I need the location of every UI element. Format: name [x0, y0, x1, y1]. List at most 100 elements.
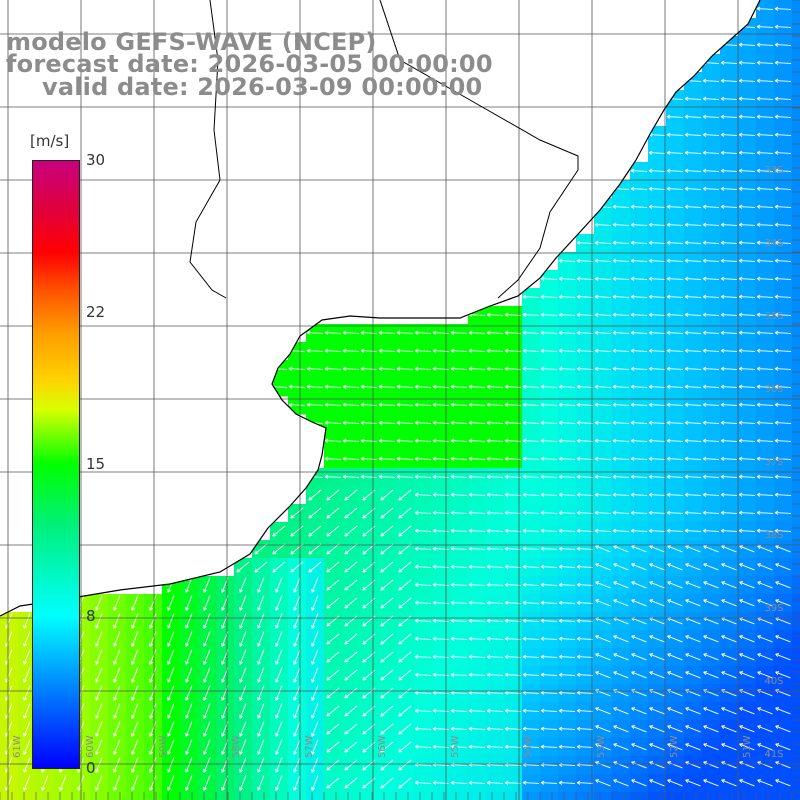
wind-speed-cell	[792, 558, 800, 577]
wind-arrow	[398, 597, 412, 609]
wind-speed-cell	[576, 792, 595, 800]
wind-arrow	[684, 96, 702, 101]
wind-arrow	[344, 579, 358, 591]
wind-arrow	[721, 545, 737, 553]
wind-arrow	[756, 258, 774, 263]
wind-arrow	[131, 775, 139, 791]
wind-arrow	[684, 474, 702, 479]
wind-arrow	[703, 545, 719, 553]
wind-arrow	[774, 330, 792, 335]
wind-arrow	[756, 42, 774, 47]
wind-arrow	[396, 456, 414, 461]
wind-speed-cell	[36, 792, 55, 800]
wind-arrow	[396, 366, 414, 371]
wind-arrow	[486, 528, 504, 533]
wind-arrow	[595, 545, 611, 553]
wind-arrow	[326, 741, 340, 753]
wind-arrow	[667, 725, 683, 733]
wind-arrow	[486, 726, 504, 731]
wind-arrow	[308, 525, 322, 537]
wind-arrow	[774, 6, 792, 11]
wind-arrow	[257, 631, 265, 647]
wind-arrow	[649, 779, 665, 787]
wind-arrow	[721, 599, 737, 607]
wind-arrow	[342, 384, 360, 389]
wind-arrow	[185, 667, 193, 683]
colorbar-unit: [m/s]	[30, 132, 70, 150]
wind-arrow	[239, 595, 247, 611]
wind-arrow	[667, 653, 683, 661]
wind-arrow	[522, 744, 540, 749]
wind-arrow	[738, 204, 756, 209]
wind-arrow	[631, 599, 647, 607]
wind-arrow	[398, 633, 412, 645]
wind-speed-cell	[792, 234, 800, 253]
wind-arrow	[612, 456, 630, 461]
wind-arrow	[522, 366, 540, 371]
wind-speed-cell	[720, 792, 739, 800]
wind-arrow	[738, 402, 756, 407]
wind-arrow	[612, 348, 630, 353]
wind-arrow	[378, 474, 396, 479]
wind-arrow	[666, 222, 684, 227]
wind-arrow	[504, 780, 522, 785]
wind-arrow	[774, 492, 792, 497]
wind-arrow	[257, 775, 265, 791]
wind-arrow	[576, 294, 594, 299]
wind-arrow	[558, 384, 576, 389]
wind-arrow	[649, 581, 665, 589]
wind-arrow	[275, 577, 283, 593]
wind-arrow	[113, 613, 121, 629]
wind-speed-cell	[792, 414, 800, 433]
wind-arrow	[558, 708, 576, 713]
wind-arrow	[738, 276, 756, 281]
wind-arrow	[450, 348, 468, 353]
wind-arrow	[703, 725, 719, 733]
wind-arrow	[167, 703, 175, 719]
wind-arrow	[630, 402, 648, 407]
wind-arrow	[774, 186, 792, 191]
wind-arrow	[486, 636, 504, 641]
wind-arrow	[558, 276, 576, 281]
wind-arrow	[450, 402, 468, 407]
wind-arrow	[311, 595, 319, 611]
wind-arrow	[756, 132, 774, 137]
wind-arrow	[684, 348, 702, 353]
wind-arrow	[131, 703, 139, 719]
wind-arrow	[702, 276, 720, 281]
wind-arrow	[450, 636, 468, 641]
wind-arrow	[648, 258, 666, 263]
wind-arrow	[326, 669, 340, 681]
wind-arrow	[398, 777, 412, 789]
wind-arrow	[23, 739, 31, 755]
wind-arrow	[756, 114, 774, 119]
wind-arrow	[342, 456, 360, 461]
wind-arrow	[239, 721, 247, 737]
wind-arrow	[595, 635, 611, 643]
wind-arrow	[131, 649, 139, 665]
wind-arrow	[774, 78, 792, 83]
wind-arrow	[522, 618, 540, 623]
wind-speed-cell	[792, 486, 800, 505]
wind-arrow	[486, 474, 504, 479]
wind-arrow	[612, 276, 630, 281]
wind-arrow	[594, 240, 612, 245]
wind-arrow	[594, 276, 612, 281]
wind-arrow	[324, 384, 342, 389]
wind-arrow	[311, 775, 319, 791]
wind-arrow	[774, 456, 792, 461]
wind-arrow	[649, 599, 665, 607]
wind-arrow	[380, 633, 394, 645]
colorbar-tick-0: 0	[86, 759, 96, 777]
wind-arrow	[774, 420, 792, 425]
wind-arrow	[666, 384, 684, 389]
longitude-label: 53W	[596, 735, 607, 758]
wind-arrow	[468, 384, 486, 389]
wind-arrow	[756, 240, 774, 245]
wind-arrow	[576, 654, 594, 659]
latitude-label: 38S	[764, 530, 783, 541]
wind-speed-cell	[792, 162, 800, 181]
coastline	[0, 0, 761, 617]
wind-arrow	[414, 672, 432, 677]
border-line	[189, 0, 227, 299]
